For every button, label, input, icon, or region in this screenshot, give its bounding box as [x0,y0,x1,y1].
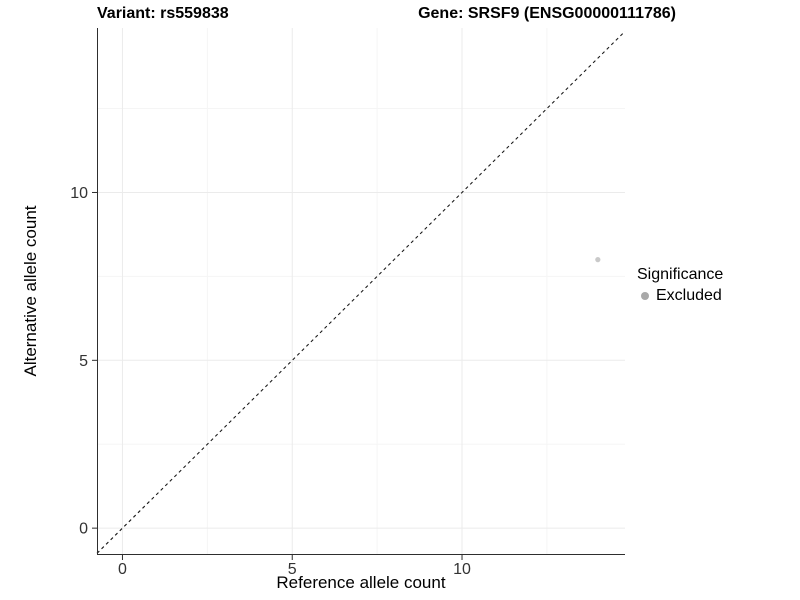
identity-line [96,30,626,554]
x-tick-label: 10 [453,561,471,578]
legend-key-dot-icon [641,292,649,300]
legend-entry-excluded: Excluded [637,287,723,305]
plot-title-variant: Variant: rs559838 [97,5,229,22]
y-tick-label: 5 [79,353,88,370]
y-tick-label: 0 [79,521,88,538]
plot-canvas: 0 5 10 0 5 10 [70,28,626,578]
x-axis-title: Reference allele count [276,573,446,592]
legend-entry-label: Excluded [656,287,722,304]
legend: Significance Excluded [637,266,723,305]
plot-title: Variant: rs559838 Gene: SRSF9 (ENSG00000… [97,5,676,23]
data-point [595,257,601,263]
x-tick-label: 5 [288,561,297,578]
y-axis-title: Alternative allele count [21,205,40,377]
x-tick-label: 0 [118,561,127,578]
plot-title-gene: Gene: SRSF9 (ENSG00000111786) [418,5,676,22]
legend-title: Significance [637,266,724,283]
plot-panel: 0 5 10 0 5 10 [70,28,626,578]
y-tick-label: 10 [70,185,88,202]
